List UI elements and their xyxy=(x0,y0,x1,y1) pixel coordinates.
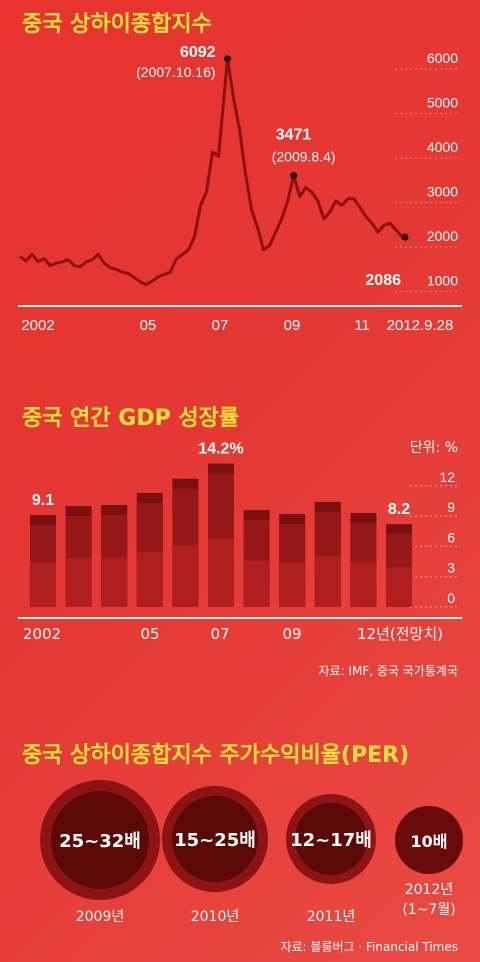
gdp-bar xyxy=(65,506,92,607)
stock-annotation-dot xyxy=(401,233,409,241)
gdp-y-tick: 3 xyxy=(447,560,455,576)
stock-annotation-dot xyxy=(290,172,298,180)
per-circle-2009: 25~32배 xyxy=(40,780,160,900)
per-year-2012: 2012년 (1~7월) xyxy=(385,880,473,920)
gdp-y-tick: 12 xyxy=(439,469,455,485)
gdp-y-tick: 9 xyxy=(447,499,455,515)
stock-annotation-date: (2007.10.16) xyxy=(136,64,215,80)
stock-axis-line xyxy=(18,305,462,307)
gdp-bar xyxy=(30,515,56,607)
gdp-bar xyxy=(350,513,377,607)
gdp-bar-chart: 단위: % 0 3 6 9 12 9.1 14.2% 8.2 2002 05 07 09 12년(전… xyxy=(23,440,460,643)
stock-x-tick: 09 xyxy=(284,317,301,334)
gdp-bar xyxy=(208,463,234,607)
gdp-x-tick: 07 xyxy=(210,625,229,643)
stock-annotation-label: 2086 xyxy=(365,272,401,289)
per-year-2012-period: (1~7월) xyxy=(402,902,456,918)
per-value-2011: 12~17배 xyxy=(290,803,372,875)
gdp-data-label: 9.1 xyxy=(32,492,54,509)
stock-annotation-date: (2009.8.4) xyxy=(272,149,336,165)
gdp-bar xyxy=(243,510,270,607)
stock-y-tick: 4000 xyxy=(427,139,458,155)
gdp-bar xyxy=(136,492,163,607)
gdp-x-tick: 12년(전망치) xyxy=(357,625,443,643)
per-year-2011: 2011년 xyxy=(306,909,356,925)
stock-y-tick: 1000 xyxy=(427,273,458,289)
stock-line-chart: 1000 2000 3000 4000 5000 6000 6092 (2007.10.16… xyxy=(19,44,460,334)
gdp-axis-line xyxy=(18,617,462,619)
gdp-x-tick: 05 xyxy=(140,625,159,643)
stock-chart-title: 중국 상하이종합지수 xyxy=(22,12,212,37)
stock-annotation-dot xyxy=(224,55,232,63)
stock-x-tick: 11 xyxy=(354,317,370,334)
stock-annotation-label: 3471 xyxy=(276,127,312,144)
gdp-bar xyxy=(386,524,412,607)
per-circle-2012: 10배 xyxy=(395,806,463,874)
gdp-unit-label: 단위: % xyxy=(410,440,458,456)
per-title: 중국 상하이종합지수 주가수익비율(PER) xyxy=(22,743,410,768)
per-year-2009: 2009년 xyxy=(75,909,125,925)
gdp-chart-title: 중국 연간 GDP 성장률 xyxy=(22,406,240,431)
per-value-2009: 25~32배 xyxy=(51,791,149,889)
per-source: 자료: 블룸버그 · Financial Times xyxy=(280,940,458,954)
stock-y-tick: 6000 xyxy=(427,50,458,66)
gdp-bar xyxy=(314,501,341,607)
per-value-2012: 10배 xyxy=(395,806,463,874)
stock-x-tick: 2002 xyxy=(21,317,54,334)
stock-x-tick: 2012.9.28 xyxy=(387,317,454,334)
per-circle-2011: 12~17배 xyxy=(286,794,376,884)
per-value-2010: 15~25배 xyxy=(172,796,258,882)
gdp-source: 자료: IMF, 중국 국가통계국 xyxy=(318,664,458,678)
gdp-y-tick: 6 xyxy=(447,529,455,545)
gdp-x-tick: 2002 xyxy=(23,625,61,643)
per-year-2012-main: 2012년 xyxy=(404,882,454,898)
stock-annotation-label: 6092 xyxy=(180,44,216,61)
gdp-y-tick: 0 xyxy=(447,590,455,606)
per-circle-2010: 15~25배 xyxy=(162,786,268,892)
gdp-bar xyxy=(101,504,128,607)
gdp-x-tick: 09 xyxy=(282,625,301,643)
stock-x-tick: 05 xyxy=(140,317,157,334)
stock-y-tick: 5000 xyxy=(427,95,458,111)
gdp-bar xyxy=(279,514,306,607)
stock-x-tick: 07 xyxy=(212,317,229,334)
stock-index-line xyxy=(19,57,406,287)
gdp-data-label: 8.2 xyxy=(388,501,410,518)
stock-y-tick: 2000 xyxy=(427,228,458,244)
stock-y-tick: 3000 xyxy=(427,184,458,200)
gdp-data-label: 14.2% xyxy=(198,441,243,458)
gdp-bar xyxy=(172,478,199,607)
per-year-2010: 2010년 xyxy=(190,909,240,925)
